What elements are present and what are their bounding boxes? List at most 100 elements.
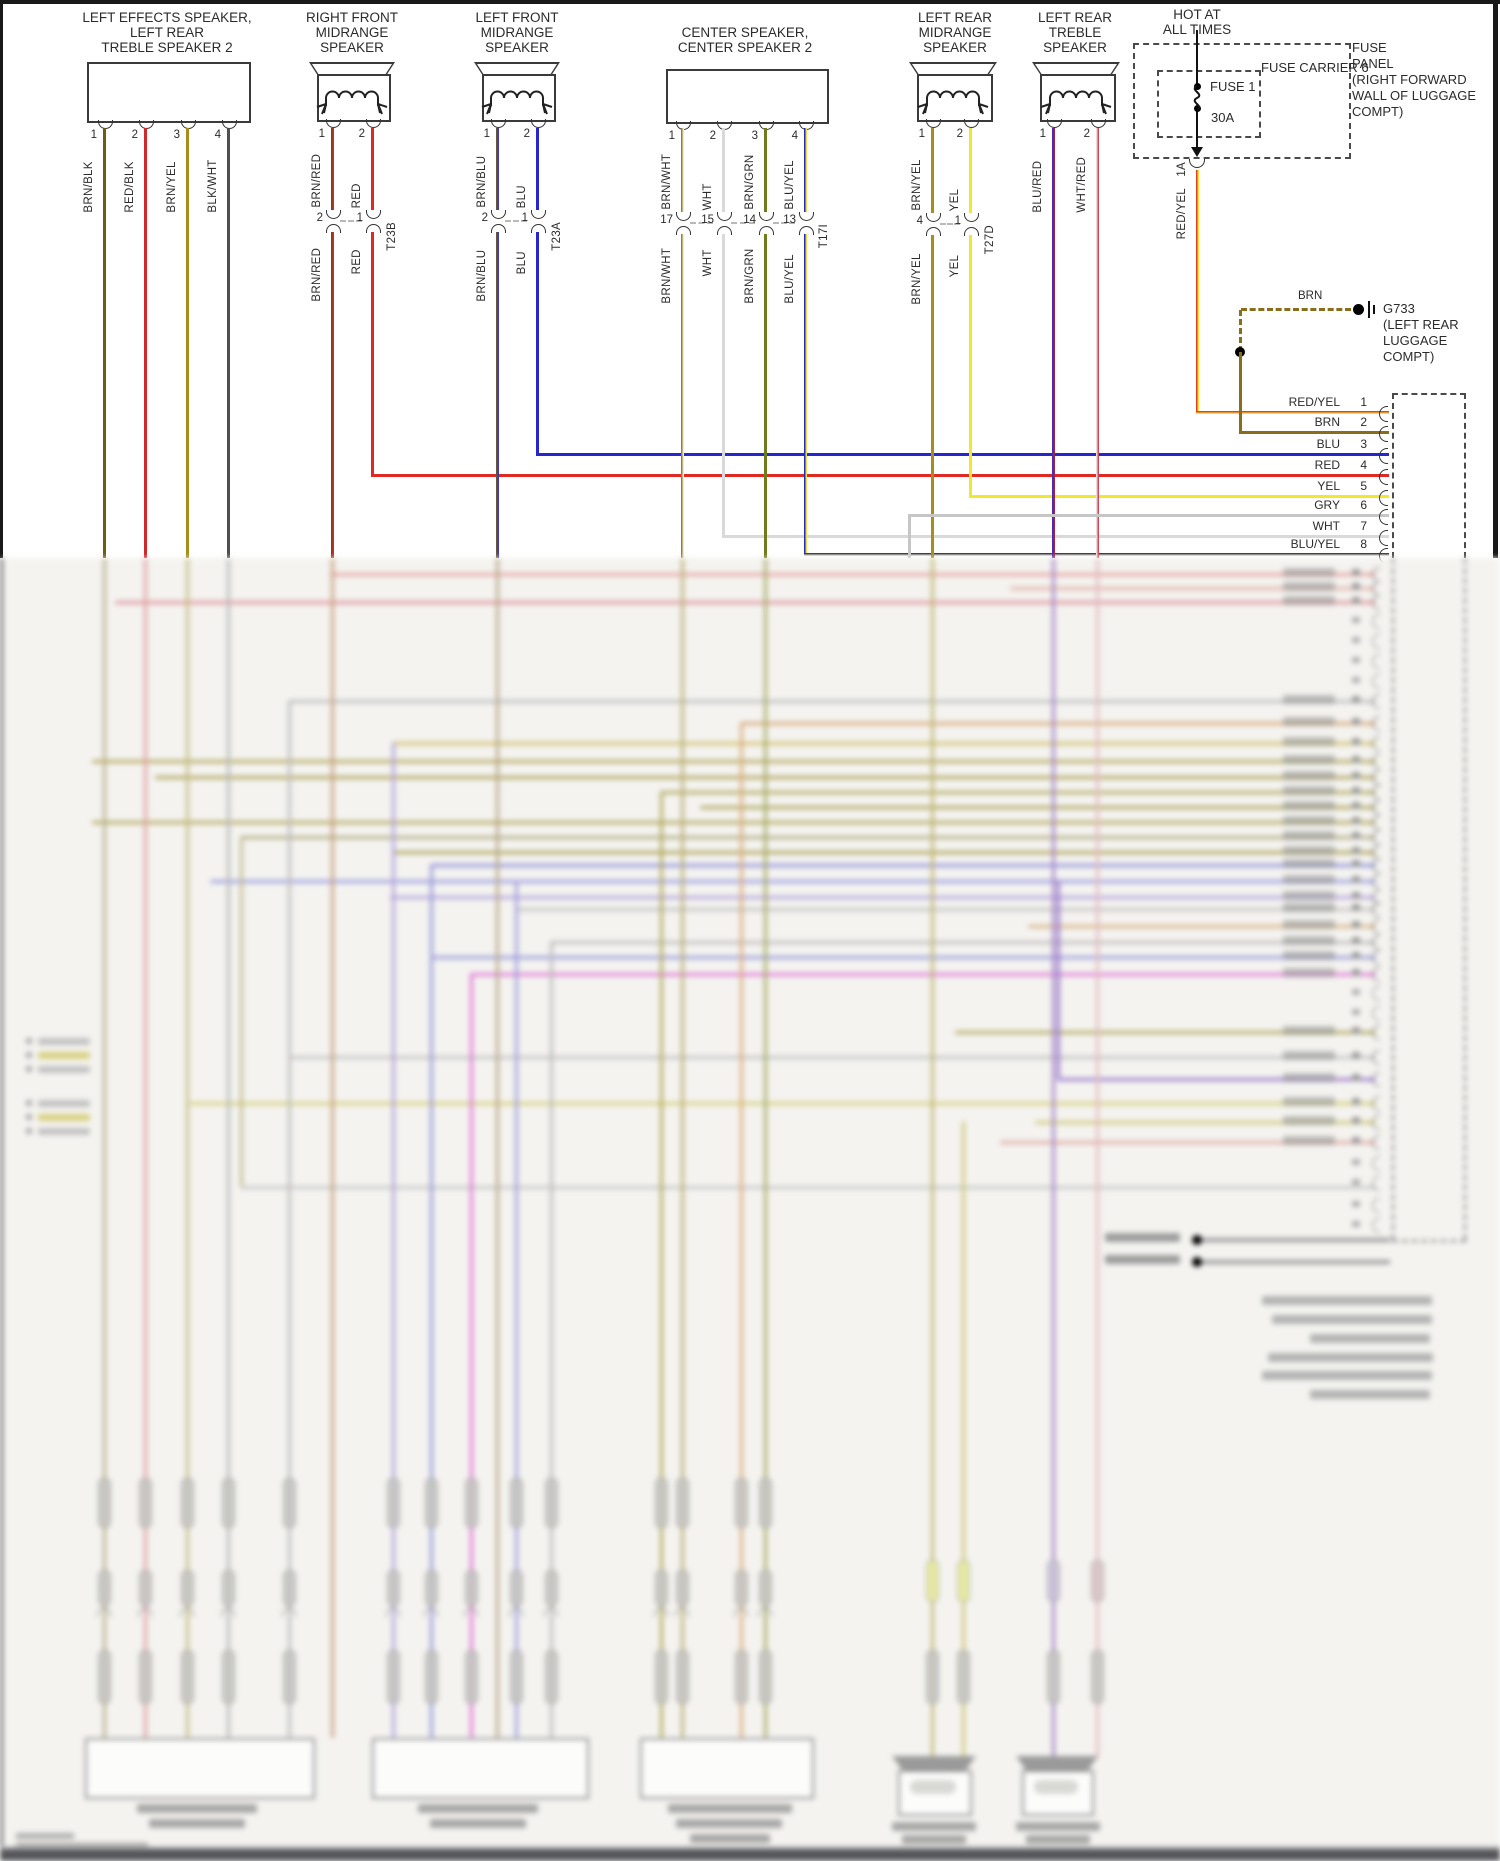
blur-shield-dot bbox=[1192, 1235, 1202, 1245]
blur-wire-v bbox=[392, 742, 395, 1738]
blur-pin-arc bbox=[1372, 785, 1380, 800]
blur-wire-tag bbox=[759, 1570, 772, 1606]
amp-pin-code-label: BRN bbox=[1314, 415, 1340, 429]
blur-pin-number bbox=[1352, 969, 1360, 976]
fuse-feed-arrow-icon bbox=[1191, 147, 1203, 157]
blur-text-line bbox=[1272, 1315, 1432, 1324]
blur-pin-label bbox=[1283, 846, 1335, 855]
blur-text-line bbox=[1262, 1296, 1432, 1305]
fuse-dot-bottom bbox=[1193, 105, 1201, 112]
blur-pin-arc bbox=[1372, 694, 1380, 709]
wire-wht bbox=[722, 128, 725, 212]
right-front-midrange-speaker-break-pin-number: 2 bbox=[316, 212, 323, 224]
blur-pin-arc bbox=[1372, 595, 1380, 610]
fuse-carrier-label: FUSE CARRIER 6 bbox=[1261, 60, 1369, 75]
left-rear-midrange-speaker-coil-icon bbox=[917, 90, 989, 115]
right-front-midrange-speaker-break-dash-link bbox=[340, 220, 362, 222]
blur-wire-tag bbox=[181, 1650, 194, 1704]
blur-wire-h bbox=[330, 573, 1376, 576]
blur-wire-v bbox=[550, 941, 553, 1738]
right-front-midrange-speaker-pin-number: 1 bbox=[318, 128, 325, 140]
left-front-midrange-speaker-title: SPEAKER bbox=[485, 40, 549, 55]
blur-wire-tag bbox=[655, 1650, 668, 1704]
left-rear-treble-speaker-title: TREBLE bbox=[1048, 25, 1102, 40]
blur-pin-number bbox=[1352, 569, 1360, 576]
blur-left-number bbox=[26, 1114, 32, 1120]
blur-wire-h bbox=[515, 908, 1376, 911]
center-speaker-break-pin-number: 14 bbox=[743, 214, 756, 226]
wire-brn-blu bbox=[496, 128, 499, 210]
blur-wire-v bbox=[227, 558, 230, 1738]
right-front-midrange-speaker-break-wire-label: RED bbox=[351, 249, 363, 275]
right-front-midrange-speaker-terminal-arc bbox=[366, 119, 381, 128]
amp-pin-terminal-arc bbox=[1379, 406, 1388, 422]
blur-pin-number bbox=[1352, 772, 1360, 779]
blur-pin-tick bbox=[1352, 657, 1360, 663]
blur-left-number bbox=[26, 1066, 32, 1072]
blur-component-box bbox=[372, 1738, 589, 1799]
blur-pin-label bbox=[1283, 801, 1335, 810]
blur-wire-v bbox=[740, 722, 743, 1738]
blur-break-arc bbox=[509, 1608, 523, 1617]
blur-wire-h bbox=[1028, 925, 1376, 928]
amp-pin-number: 4 bbox=[1360, 458, 1367, 472]
wire-red-yel bbox=[1196, 170, 1199, 413]
blur-wire-tag bbox=[387, 1650, 400, 1704]
blur-wire-h bbox=[430, 864, 1376, 867]
blur-wire-h bbox=[550, 941, 1376, 944]
center-speaker-box bbox=[666, 69, 829, 124]
blur-pin-arc bbox=[1372, 874, 1380, 889]
wire-brn-blk bbox=[103, 128, 106, 558]
blur-component-label bbox=[1026, 1835, 1090, 1844]
blur-component-box bbox=[640, 1738, 814, 1799]
blur-wire-tag bbox=[98, 1650, 111, 1704]
wire-blk-wht bbox=[227, 128, 230, 558]
blur-pin-arc bbox=[1372, 716, 1380, 731]
amp-pin-code-label: BLU bbox=[1316, 437, 1340, 451]
blur-wire-tag bbox=[1091, 1650, 1104, 1704]
wire-brn-yel bbox=[186, 128, 189, 558]
hot-line-1: HOT AT bbox=[1173, 7, 1221, 22]
center-speaker-break-dash-link bbox=[773, 222, 795, 224]
right-front-midrange-speaker-wire-label: RED bbox=[351, 182, 363, 208]
blur-pin-tick bbox=[1352, 1221, 1360, 1227]
blur-pin-arc bbox=[1372, 674, 1380, 689]
blur-page-border-left bbox=[0, 558, 3, 1861]
blur-pin-arc bbox=[1372, 935, 1380, 950]
blur-shield-line bbox=[1202, 1260, 1390, 1264]
center-speaker-title: CENTER SPEAKER 2 bbox=[677, 40, 813, 55]
blur-pin-number bbox=[1352, 1137, 1360, 1144]
blur-wire-v bbox=[470, 973, 473, 1738]
wire-wht-red bbox=[1096, 128, 1099, 558]
blur-wire-h bbox=[210, 880, 1376, 883]
wire-red bbox=[371, 128, 374, 210]
left-front-midrange-speaker-trapezoid-fill bbox=[477, 64, 557, 74]
ground-symbol-bar2 bbox=[1373, 305, 1375, 314]
blur-wire-tag bbox=[98, 1570, 111, 1606]
blur-left-number bbox=[26, 1100, 32, 1106]
ground-terminal-dot bbox=[1353, 304, 1364, 315]
amp-pin-terminal-arc bbox=[1379, 530, 1388, 546]
blur-wire-tag bbox=[139, 1478, 152, 1528]
blur-pin-number bbox=[1352, 937, 1360, 944]
wire-blu-yel bbox=[804, 234, 807, 556]
blur-pin-arc bbox=[1372, 986, 1380, 1001]
blur-pin-arc bbox=[1372, 919, 1380, 934]
left-rear-midrange-speaker-break-dash-link bbox=[940, 223, 960, 225]
amp-connector-edge-top bbox=[1392, 393, 1466, 395]
blur-wire-tag bbox=[465, 1650, 478, 1704]
amp-pin-terminal-arc bbox=[1379, 426, 1388, 442]
amp-pin-code-label: RED bbox=[1314, 458, 1340, 472]
blur-wire-tag bbox=[655, 1570, 668, 1606]
hot-line-2: ALL TIMES bbox=[1162, 22, 1232, 37]
wire-gry bbox=[908, 514, 1389, 517]
wire-brn-red bbox=[331, 232, 334, 558]
center-speaker-pin-number: 3 bbox=[751, 130, 758, 142]
blur-pin-number bbox=[1352, 892, 1360, 899]
left-front-midrange-speaker-wire-label: BLU bbox=[516, 184, 528, 208]
blur-pin-arc bbox=[1372, 654, 1380, 669]
blur-break-arc bbox=[654, 1608, 668, 1617]
blur-pin-arc bbox=[1372, 1025, 1380, 1040]
blur-pin-tick bbox=[1352, 989, 1360, 995]
page-border-right bbox=[1493, 0, 1498, 558]
